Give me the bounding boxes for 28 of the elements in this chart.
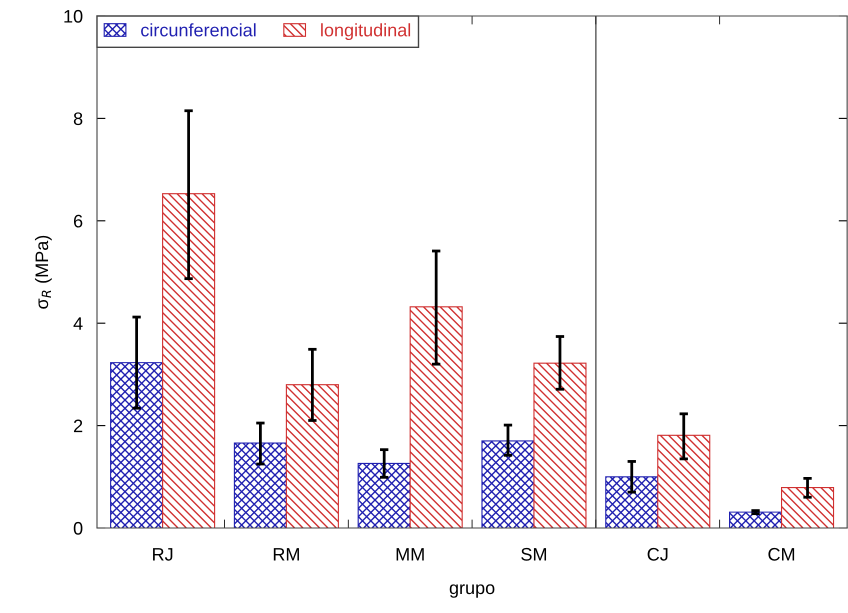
bar (481, 440, 535, 528)
x-tick-label: MM (396, 548, 424, 561)
x-tick-label: RM (274, 548, 299, 561)
bar (729, 512, 782, 528)
bar (533, 362, 587, 528)
x-axis-title: grupo (450, 584, 494, 598)
legend-label: longitudinal (321, 23, 410, 40)
bar (286, 384, 339, 528)
bar (657, 434, 710, 528)
y-tick-label: 6 (74, 214, 82, 228)
x-tick-label: CM (768, 548, 794, 561)
legend-label: circunferencial (141, 23, 256, 36)
bar (780, 486, 834, 528)
x-tick-label: CJ (648, 548, 668, 561)
y-tick-label: 0 (74, 522, 82, 535)
x-tick-label: RJ (153, 548, 172, 561)
y-tick-label: 2 (74, 420, 82, 432)
bar (162, 193, 216, 528)
bar (410, 306, 463, 528)
y-tick-label: 8 (74, 112, 82, 126)
y-axis-title: σ$_{R}$ (MPa) (34, 236, 52, 309)
x-tick-label: SM (521, 548, 546, 561)
y-tick-label: 10 (64, 10, 82, 23)
bar (234, 442, 287, 528)
bar (605, 476, 658, 528)
y-tick-label: 4 (73, 317, 83, 330)
bar (110, 362, 164, 528)
bar (358, 462, 411, 528)
